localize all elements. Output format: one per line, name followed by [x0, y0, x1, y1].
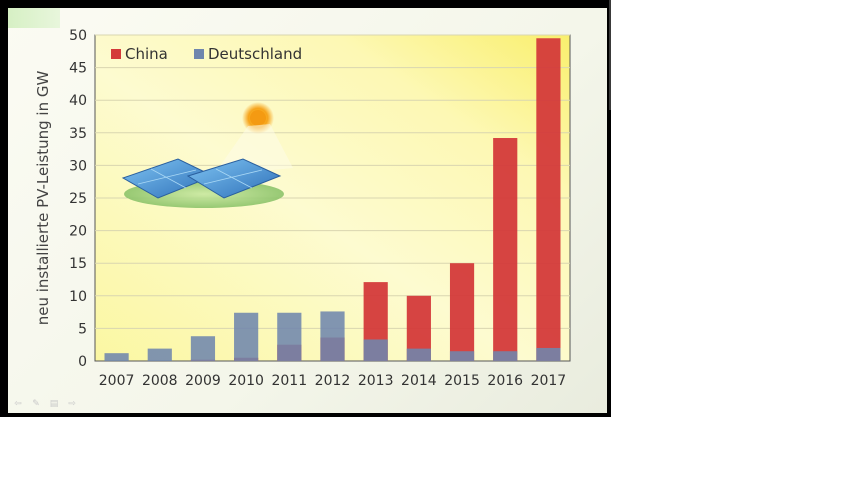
x-tick-label: 2015 [444, 373, 480, 389]
y-tick-label: 35 [69, 126, 87, 142]
legend: China Deutschland [111, 45, 302, 63]
y-tick-label: 10 [69, 289, 87, 305]
frame-edge [609, 0, 611, 110]
bar-deutschland-2012 [320, 311, 345, 361]
y-tick-labels: 0 5 10 15 20 25 30 35 40 45 50 [69, 28, 87, 370]
bar-deutschland-2010 [234, 312, 259, 361]
bar-china-2017 [536, 38, 561, 361]
x-tick-label: 2014 [401, 373, 437, 389]
x-tick-label: 2011 [271, 373, 307, 389]
bar-deutschland-2009 [190, 336, 216, 361]
legend-swatch-deutschland [194, 49, 204, 59]
presentation-frame: 0 5 10 15 20 25 30 35 40 45 50 2007 2008 2009 2010 201… [0, 0, 611, 417]
legend-swatch-china [111, 49, 121, 59]
legend-label-china: China [125, 45, 168, 63]
bar-deutschland-2015 [449, 351, 475, 361]
y-axis-label: neu installierte PV-Leistung in GW [34, 71, 52, 326]
x-tick-label: 2016 [487, 373, 523, 389]
y-tick-label: 25 [69, 191, 87, 207]
y-tick-label: 5 [78, 321, 87, 337]
bar-deutschland-2014 [406, 348, 431, 361]
bar-deutschland-2007 [104, 353, 129, 361]
x-tick-label: 2007 [99, 373, 135, 389]
bar-deutschland-2013 [363, 339, 388, 361]
forward-arrow-icon[interactable]: ⇨ [68, 399, 76, 409]
y-tick-label: 20 [69, 224, 87, 240]
x-tick-label: 2009 [185, 373, 221, 389]
y-tick-label: 15 [69, 256, 87, 272]
x-tick-label: 2013 [358, 373, 394, 389]
x-tick-label: 2008 [142, 373, 178, 389]
y-tick-label: 40 [69, 93, 87, 109]
corner-patch [8, 8, 60, 28]
bar-deutschland-2011 [277, 312, 302, 361]
slide: 0 5 10 15 20 25 30 35 40 45 50 2007 2008 2009 2010 201… [8, 8, 607, 413]
menu-icon[interactable]: ▤ [49, 399, 59, 409]
y-tick-label: 45 [69, 61, 87, 77]
x-tick-labels: 2007 2008 2009 2010 2011 2012 2013 2014 2015 2016… [99, 373, 566, 389]
y-tick-label: 0 [78, 354, 87, 370]
solar-panels-illustration [121, 102, 293, 208]
bar-china-2015 [449, 263, 475, 361]
y-tick-label: 30 [69, 158, 87, 174]
bar-chart: 0 5 10 15 20 25 30 35 40 45 50 2007 2008 2009 2010 201… [34, 28, 571, 389]
x-tick-label: 2010 [228, 373, 264, 389]
bar-deutschland-2008 [147, 348, 172, 361]
y-tick-label: 50 [69, 28, 87, 44]
pen-icon[interactable]: ✎ [32, 399, 40, 409]
back-arrow-icon[interactable]: ⇦ [14, 399, 22, 409]
bar-deutschland-2017 [536, 347, 561, 361]
bar-china-2016 [493, 138, 518, 361]
x-tick-label: 2012 [315, 373, 351, 389]
x-tick-label: 2017 [531, 373, 567, 389]
bars [104, 38, 561, 361]
slide-controls: ⇦ ✎ ▤ ⇨ [12, 399, 78, 409]
bar-deutschland-2016 [493, 351, 518, 361]
legend-label-deutschland: Deutschland [208, 45, 302, 63]
